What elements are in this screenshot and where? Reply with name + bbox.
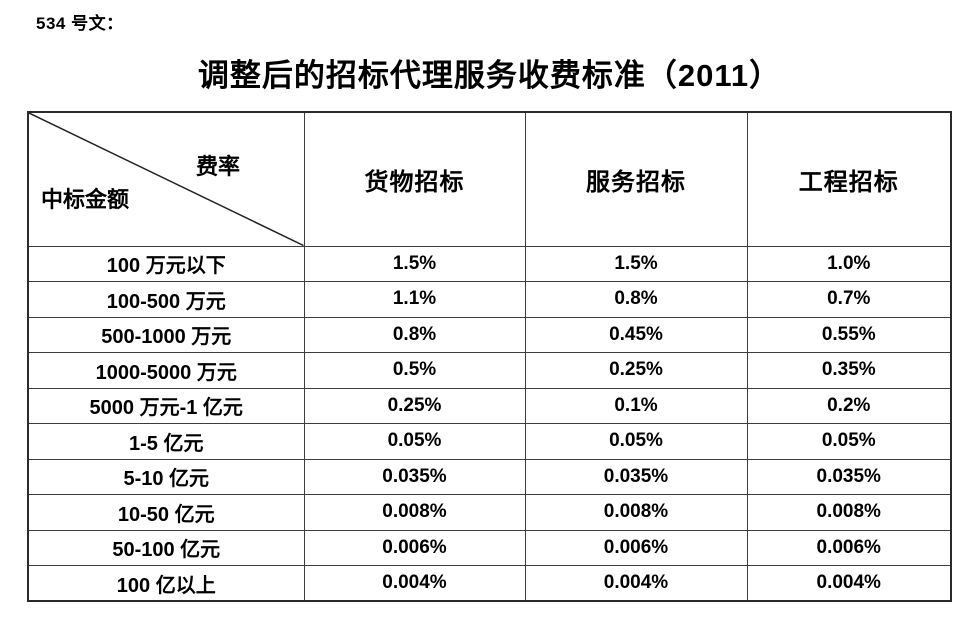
table-row: 100 万元以下 1.5% 1.5% 1.0% bbox=[27, 245, 952, 282]
rate-cell: 0.05% bbox=[303, 423, 526, 460]
diagonal-divider-line bbox=[29, 113, 304, 246]
amount-cell: 100 亿以上 bbox=[27, 565, 305, 602]
table-row: 1-5 亿元 0.05% 0.05% 0.05% bbox=[27, 423, 952, 460]
rate-cell: 1.5% bbox=[303, 245, 526, 282]
column-header-2: 工程招标 bbox=[746, 111, 952, 247]
table-row: 100 亿以上 0.004% 0.004% 0.004% bbox=[27, 565, 952, 602]
rate-cell: 0.006% bbox=[303, 529, 526, 566]
rate-cell: 0.8% bbox=[303, 316, 526, 353]
rate-cell: 0.05% bbox=[746, 423, 952, 460]
rate-cell: 0.004% bbox=[303, 565, 526, 602]
table-row: 100-500 万元 1.1% 0.8% 0.7% bbox=[27, 281, 952, 318]
amount-cell: 100 万元以下 bbox=[27, 245, 305, 282]
fee-table-body: 100 万元以下 1.5% 1.5% 1.0% 100-500 万元 1.1% 0.8% 0.… bbox=[27, 245, 952, 602]
table-row: 10-50 亿元 0.008% 0.008% 0.008% bbox=[27, 494, 952, 531]
rate-cell: 0.004% bbox=[746, 565, 952, 602]
fee-table: 费率 中标金额 货物招标 服务招标 工程招标 100 万元以下 1.5% 1.5% 1.0… bbox=[27, 111, 952, 602]
table-row: 5000 万元-1 亿元 0.25% 0.1% 0.2% bbox=[27, 387, 952, 424]
rate-cell: 0.1% bbox=[524, 387, 748, 424]
amount-cell: 1000-5000 万元 bbox=[27, 352, 305, 389]
amount-cell: 10-50 亿元 bbox=[27, 494, 305, 531]
amount-cell: 500-1000 万元 bbox=[27, 316, 305, 353]
rate-cell: 0.006% bbox=[746, 529, 952, 566]
rate-cell: 0.05% bbox=[524, 423, 748, 460]
rate-cell: 0.25% bbox=[524, 352, 748, 389]
corner-label-amount: 中标金额 bbox=[41, 187, 130, 212]
rate-cell: 0.006% bbox=[524, 529, 748, 566]
rate-cell: 0.7% bbox=[746, 281, 952, 318]
rate-cell: 0.008% bbox=[746, 494, 952, 531]
rate-cell: 0.035% bbox=[524, 458, 748, 495]
amount-cell: 1-5 亿元 bbox=[27, 423, 305, 460]
rate-cell: 0.8% bbox=[524, 281, 748, 318]
amount-cell: 5-10 亿元 bbox=[27, 458, 305, 495]
rate-cell: 0.035% bbox=[303, 458, 526, 495]
header-row: 费率 中标金额 货物招标 服务招标 工程招标 bbox=[27, 111, 952, 247]
amount-cell: 50-100 亿元 bbox=[27, 529, 305, 566]
rate-cell: 0.45% bbox=[524, 316, 748, 353]
rate-cell: 1.0% bbox=[746, 245, 952, 282]
doc-number-label: 534 号文： bbox=[36, 14, 124, 33]
amount-cell: 5000 万元-1 亿元 bbox=[27, 387, 305, 424]
rate-cell: 0.004% bbox=[524, 565, 748, 602]
rate-cell: 0.2% bbox=[746, 387, 952, 424]
rate-cell: 0.35% bbox=[746, 352, 952, 389]
page-title: 调整后的招标代理服务收费标准（2011） bbox=[197, 58, 782, 93]
corner-header-cell: 费率 中标金额 bbox=[27, 111, 305, 247]
table-row: 5-10 亿元 0.035% 0.035% 0.035% bbox=[27, 458, 952, 495]
column-header-0: 货物招标 bbox=[303, 111, 526, 247]
rate-cell: 0.5% bbox=[303, 352, 526, 389]
amount-cell: 100-500 万元 bbox=[27, 281, 305, 318]
column-header-1: 服务招标 bbox=[524, 111, 748, 247]
table-row: 50-100 亿元 0.006% 0.006% 0.006% bbox=[27, 529, 952, 566]
rate-cell: 0.008% bbox=[524, 494, 748, 531]
rate-cell: 0.25% bbox=[303, 387, 526, 424]
rate-cell: 0.55% bbox=[746, 316, 952, 353]
rate-cell: 1.1% bbox=[303, 281, 526, 318]
table-row: 1000-5000 万元 0.5% 0.25% 0.35% bbox=[27, 352, 952, 389]
rate-cell: 0.008% bbox=[303, 494, 526, 531]
corner-label-rate: 费率 bbox=[196, 154, 241, 179]
table-row: 500-1000 万元 0.8% 0.45% 0.55% bbox=[27, 316, 952, 353]
rate-cell: 0.035% bbox=[746, 458, 952, 495]
rate-cell: 1.5% bbox=[524, 245, 748, 282]
